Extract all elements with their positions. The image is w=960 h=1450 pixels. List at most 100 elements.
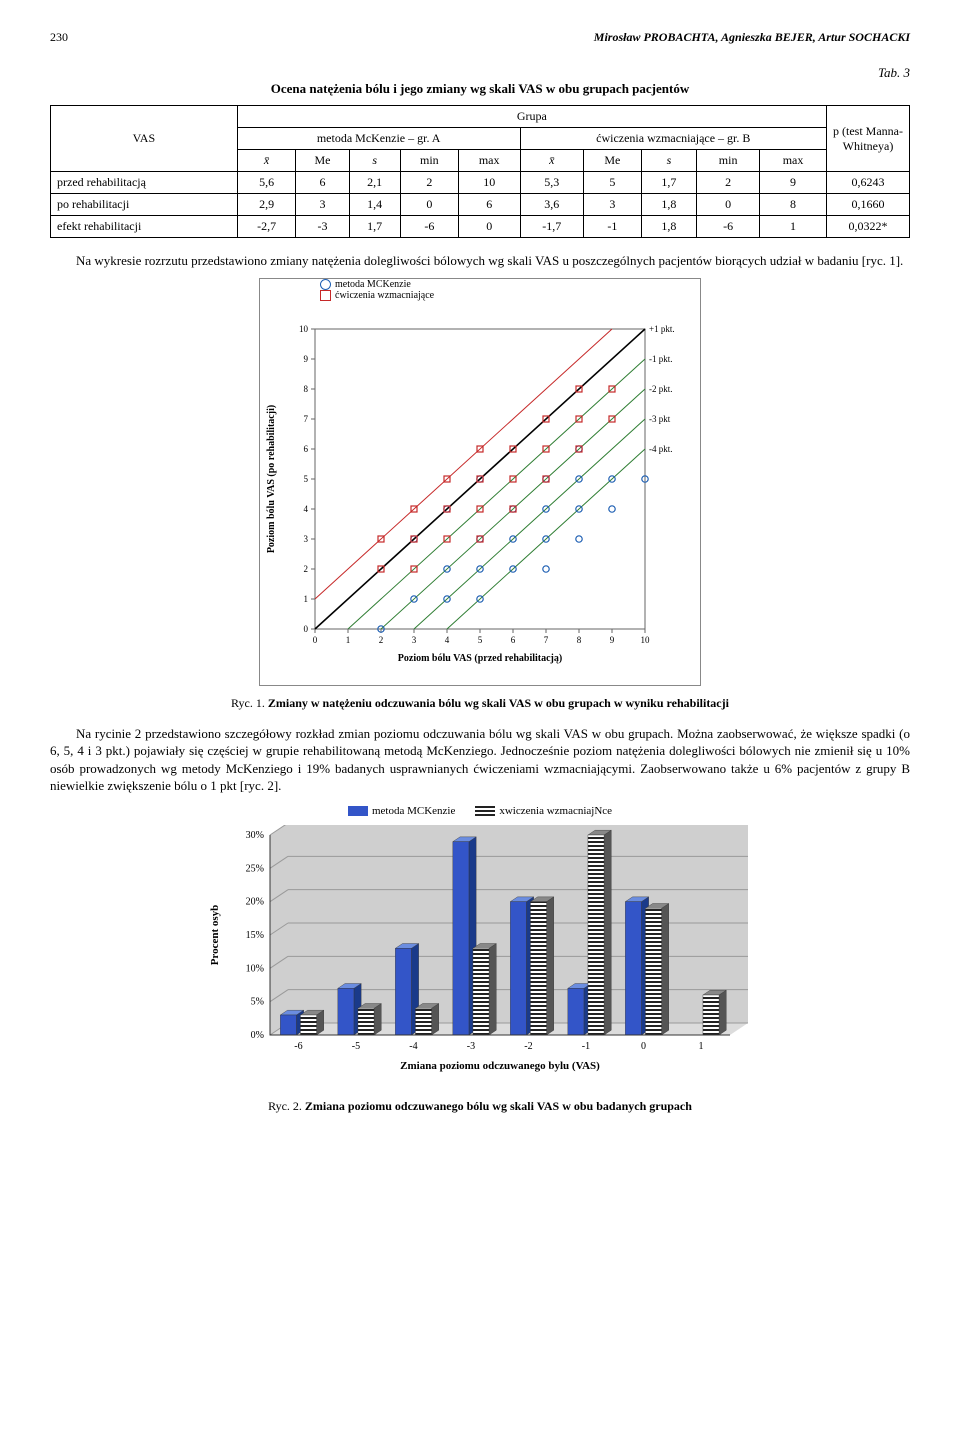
svg-text:-3: -3 [467,1041,475,1052]
fig1-caption: Ryc. 1. Zmiany w natężeniu odczuwania bó… [50,696,910,711]
legend-label: xwiczenia wzmacniajNce [499,805,612,817]
cell: 0 [697,194,760,216]
row-label: po rehabilitacji [51,194,238,216]
svg-text:25%: 25% [246,863,264,874]
svg-text:5: 5 [478,635,483,645]
header-authors: Mirosław PROBACHTA, Agnieszka BEJER, Art… [594,30,910,45]
th-group: Grupa [237,106,826,128]
legend-item: metoda MCKenzie [348,805,455,817]
svg-text:-2: -2 [524,1041,532,1052]
th-stat: min [400,150,458,172]
legend-label: metoda MCKenzie [372,805,455,817]
svg-text:1: 1 [346,635,351,645]
legend-item: xwiczenia wzmacniajNce [475,805,612,817]
bar3d-legend: metoda MCKenzie xwiczenia wzmacniajNce [50,805,910,819]
cell: 9 [760,172,827,194]
fig2-label: Ryc. 2. [268,1099,302,1113]
cell: 1 [760,216,827,238]
table-label: Tab. 3 [878,65,910,81]
svg-text:20%: 20% [246,896,264,907]
svg-text:Zmiana poziomu odczuwanego byl: Zmiana poziomu odczuwanego bylu (VAS) [400,1060,600,1072]
scatter-plot: metoda MCKenziećwiczenia wzmacniające 0 1… [259,278,701,686]
scatter-figure: metoda MCKenziećwiczenia wzmacniające 0 1… [50,278,910,686]
th-stat: x̄ [237,150,296,172]
cell: 5 [584,172,642,194]
cell: 0 [458,216,520,238]
svg-text:7: 7 [304,414,309,424]
row-label: efekt rehabilitacji [51,216,238,238]
fig1-text: Zmiany w natężeniu odczuwania bólu wg sk… [268,696,729,710]
square-icon [320,290,331,301]
svg-text:3: 3 [304,534,309,544]
th-stat: max [458,150,520,172]
cell: 6 [296,172,349,194]
cell: 3,6 [520,194,584,216]
svg-text:0: 0 [313,635,318,645]
cell: -6 [697,216,760,238]
table-row: przed rehabilitacją5,662,12105,351,7290,… [51,172,910,194]
fig2-caption: Ryc. 2. Zmiana poziomu odczuwanego bólu … [50,1099,910,1114]
svg-text:3: 3 [412,635,417,645]
svg-text:5%: 5% [251,996,264,1007]
table-caption: Ocena natężenia bólu i jego zmiany wg sk… [50,81,910,97]
svg-text:-1 pkt.: -1 pkt. [649,354,673,364]
cell: -6 [400,216,458,238]
cell: 2,1 [349,172,400,194]
page-number: 230 [50,30,68,45]
cell: 3 [296,194,349,216]
cell: 2 [697,172,760,194]
cell: 5,6 [237,172,296,194]
cell: 8 [760,194,827,216]
th-stat: max [760,150,827,172]
cell: 1,8 [641,194,697,216]
svg-text:-6: -6 [294,1041,302,1052]
svg-text:-1: -1 [582,1041,590,1052]
vas-table: VAS Grupa p (test Manna-Whitneya) metoda… [50,105,910,238]
legend-item: ćwiczenia wzmacniające [320,290,700,301]
th-stat: s [641,150,697,172]
cell: -1 [584,216,642,238]
svg-text:5: 5 [304,474,309,484]
cell: 2 [400,172,458,194]
page-header: 230 Mirosław PROBACHTA, Agnieszka BEJER,… [50,30,910,45]
cell: 6 [458,194,520,216]
svg-text:8: 8 [577,635,582,645]
cell: -3 [296,216,349,238]
legend-label: ćwiczenia wzmacniające [335,290,434,301]
svg-text:15%: 15% [246,930,264,941]
th-stat: s [349,150,400,172]
svg-text:1: 1 [698,1041,703,1052]
svg-text:30%: 30% [246,830,264,841]
fig1-label: Ryc. 1. [231,696,265,710]
svg-text:8: 8 [304,384,309,394]
cell: -2,7 [237,216,296,238]
th-groupB: ćwiczenia wzmacniające – gr. B [520,128,826,150]
svg-text:2: 2 [304,564,309,574]
svg-text:9: 9 [610,635,615,645]
row-label: przed rehabilitacją [51,172,238,194]
legend-label: metoda MCKenzie [335,279,411,290]
svg-text:Poziom bólu VAS (przed rehabil: Poziom bólu VAS (przed rehabilitacją) [398,653,562,664]
cell-p: 0,6243 [827,172,910,194]
svg-text:1: 1 [304,594,309,604]
bar3d-svg: 0%5%10%15%20%25%30%-6-5-4-3-2-101Zmiana … [200,825,760,1085]
svg-text:-2 pkt.: -2 pkt. [649,384,673,394]
svg-text:9: 9 [304,354,309,364]
svg-text:0: 0 [641,1041,646,1052]
svg-text:7: 7 [544,635,549,645]
th-stat: Me [584,150,642,172]
legend-swatch [348,806,368,816]
paragraph-2: Na rycinie 2 przedstawiono szczegółowy r… [50,725,910,795]
cell: 10 [458,172,520,194]
scatter-legend: metoda MCKenziećwiczenia wzmacniające [260,279,700,301]
cell: -1,7 [520,216,584,238]
table-row: efekt rehabilitacji-2,7-31,7-60-1,7-11,8… [51,216,910,238]
circle-icon [320,279,331,290]
cell: 2,9 [237,194,296,216]
cell: 1,4 [349,194,400,216]
table-row: po rehabilitacji2,931,4063,631,8080,1660 [51,194,910,216]
th-stat: x̄ [520,150,584,172]
svg-text:6: 6 [511,635,516,645]
cell: 3 [584,194,642,216]
svg-text:-3 pkt: -3 pkt [649,414,671,424]
